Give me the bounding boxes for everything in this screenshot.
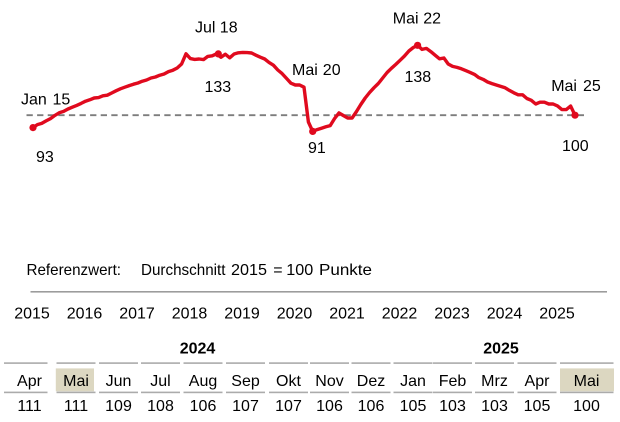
svg-text:Mai: Mai [551,78,577,95]
svg-text:Mai: Mai [63,373,89,390]
svg-text:25: 25 [583,78,601,95]
svg-text:Sep: Sep [231,373,260,390]
svg-text:Referenzwert:: Referenzwert: [27,262,122,279]
svg-text:Jul: Jul [150,373,170,390]
svg-text:2015: 2015 [231,262,267,279]
svg-text:109: 109 [105,398,132,415]
svg-text:111: 111 [64,398,88,415]
svg-text:Mai: Mai [393,11,419,28]
svg-text:133: 133 [205,79,232,96]
svg-text:2025: 2025 [483,341,519,358]
svg-text:Mai: Mai [292,62,318,79]
svg-text:Mrz: Mrz [481,373,508,390]
svg-text:Punkte: Punkte [319,262,372,279]
svg-text:Nov: Nov [315,373,343,390]
svg-text:Okt: Okt [276,373,301,390]
svg-text:100: 100 [573,398,600,415]
svg-text:100: 100 [562,138,589,155]
svg-text:2024: 2024 [180,341,216,358]
svg-text:91: 91 [308,140,326,157]
svg-text:22: 22 [423,11,441,28]
svg-text:Jun: Jun [106,373,132,390]
svg-text:108: 108 [147,398,174,415]
svg-text:2022: 2022 [382,305,418,322]
svg-text:111: 111 [17,398,41,415]
svg-text:2025: 2025 [539,305,575,322]
svg-text:15: 15 [53,92,71,109]
svg-text:2016: 2016 [67,305,103,322]
svg-text:2018: 2018 [172,305,208,322]
svg-text:Jan: Jan [400,373,426,390]
svg-text:106: 106 [316,398,343,415]
svg-text:105: 105 [400,398,427,415]
svg-text:2017: 2017 [119,305,155,322]
svg-text:Jan: Jan [21,92,47,109]
svg-text:107: 107 [232,398,259,415]
svg-text:138: 138 [405,69,432,86]
svg-text:Durchschnitt: Durchschnitt [141,262,226,279]
svg-text:105: 105 [524,398,551,415]
svg-text:Feb: Feb [439,373,467,390]
svg-text:2023: 2023 [434,305,470,322]
svg-text:Aug: Aug [189,373,217,390]
svg-text:20: 20 [323,62,341,79]
svg-text:106: 106 [190,398,217,415]
svg-text:Apr: Apr [17,373,43,390]
svg-text:100: 100 [286,262,313,279]
svg-text:2019: 2019 [224,305,260,322]
svg-text:103: 103 [439,398,466,415]
svg-text:Mai: Mai [574,373,600,390]
svg-text:107: 107 [275,398,302,415]
svg-text:2021: 2021 [329,305,365,322]
svg-text:Dez: Dez [357,373,385,390]
svg-text:18: 18 [220,20,238,37]
svg-text:2024: 2024 [487,305,523,322]
svg-text:2015: 2015 [14,305,50,322]
svg-text:103: 103 [481,398,508,415]
svg-text:Apr: Apr [525,373,551,390]
svg-text:93: 93 [36,149,54,166]
svg-text:106: 106 [358,398,385,415]
svg-text:Jul: Jul [195,20,215,37]
svg-text:=: = [273,262,282,279]
svg-text:2020: 2020 [277,305,313,322]
